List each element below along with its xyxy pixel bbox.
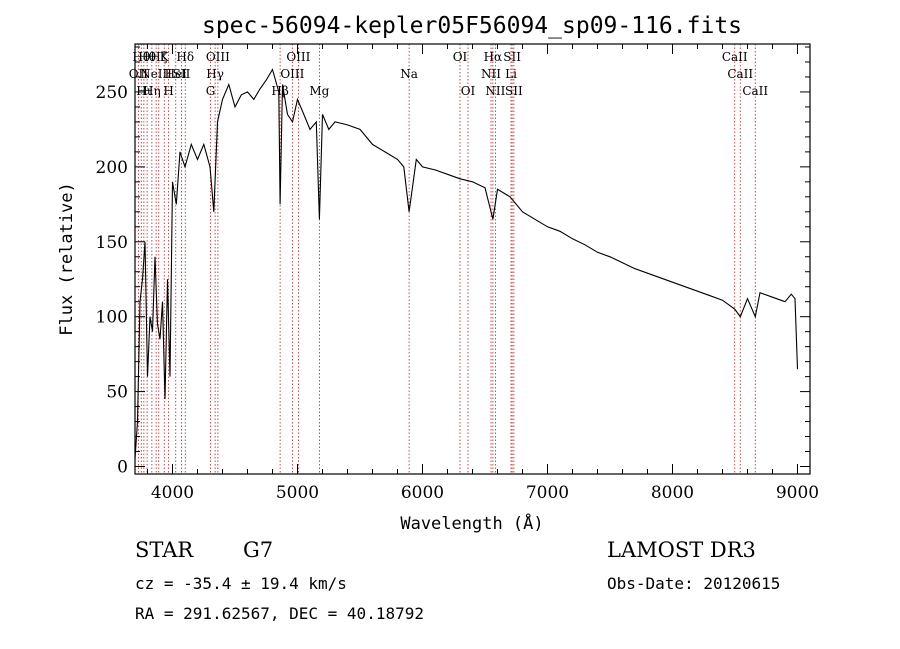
y-tick-label: 0 xyxy=(117,458,128,478)
survey-name: LAMOST DR3 xyxy=(607,538,756,562)
emission-line-labels: OIIHθHιHθHηNeIIIHζKHHeISIIHδGHγOIIIHβOII… xyxy=(129,50,769,98)
x-tick-label: 5000 xyxy=(276,483,319,503)
line-label: OI xyxy=(453,50,468,64)
observation-date: Obs-Date: 20120615 xyxy=(607,574,781,593)
redshift-velocity: cz = -35.4 ± 19.4 km/s xyxy=(135,574,347,593)
line-label: G xyxy=(206,84,216,98)
line-label: Hζ xyxy=(150,50,167,64)
line-label: SII xyxy=(173,67,191,81)
line-label: K xyxy=(160,50,170,64)
line-label: OIII xyxy=(280,67,304,81)
object-type: STAR xyxy=(135,538,194,562)
x-axis-label: Wavelength (Å) xyxy=(400,512,543,534)
line-label: Hγ xyxy=(206,67,224,81)
line-label: CaII xyxy=(722,50,748,64)
line-label: HeI xyxy=(165,67,188,81)
emission-line-markers xyxy=(137,44,756,474)
x-tick-label: 8000 xyxy=(651,483,694,503)
line-label: Hα xyxy=(484,50,503,64)
line-label: H xyxy=(163,84,173,98)
x-tick-label: 9000 xyxy=(776,483,819,503)
y-tick-label: 100 xyxy=(96,308,128,328)
y-axis-label: Flux (relative) xyxy=(57,182,77,336)
y-tick-label: 150 xyxy=(96,233,128,253)
coordinates: RA = 291.62567, DEC = 40.18792 xyxy=(135,604,424,623)
line-label: Hι xyxy=(136,84,151,98)
line-label: OI xyxy=(461,84,476,98)
line-label: Hθ xyxy=(132,50,150,64)
x-axis-ticks: 4000 5000 6000 7000 8000 9000 xyxy=(147,44,819,503)
x-tick-label: 4000 xyxy=(151,483,194,503)
line-label: Mg xyxy=(309,84,329,98)
line-label: NII xyxy=(481,67,501,81)
plot-frame xyxy=(134,43,811,475)
spectrum-line xyxy=(134,68,799,460)
line-label: OIII xyxy=(206,50,230,64)
x-tick-label: 6000 xyxy=(401,483,444,503)
line-label: CaII xyxy=(742,84,768,98)
spectral-subclass: G7 xyxy=(243,538,274,562)
y-tick-label: 50 xyxy=(106,383,128,403)
y-tick-label: 250 xyxy=(96,83,128,103)
line-label: CaII xyxy=(727,67,753,81)
chart-title: spec-56094-kepler05F56094_sp09-116.fits xyxy=(202,13,742,39)
line-label: Hβ xyxy=(271,84,288,98)
line-label: NeIII xyxy=(140,67,172,81)
y-axis-ticks: 0 50 100 150 200 250 xyxy=(96,46,810,478)
line-label: Na xyxy=(400,67,418,81)
line-label: NII xyxy=(485,84,505,98)
line-label: Hθ xyxy=(138,50,156,64)
line-label: SII xyxy=(503,50,521,64)
line-label: Hη xyxy=(143,84,161,98)
line-label: Hδ xyxy=(176,50,194,64)
line-label: Li xyxy=(505,67,517,81)
line-label: OII xyxy=(129,67,149,81)
line-label: SII xyxy=(505,84,523,98)
line-label: OIII xyxy=(286,50,310,64)
x-tick-label: 7000 xyxy=(526,483,569,503)
y-tick-label: 200 xyxy=(96,158,128,178)
